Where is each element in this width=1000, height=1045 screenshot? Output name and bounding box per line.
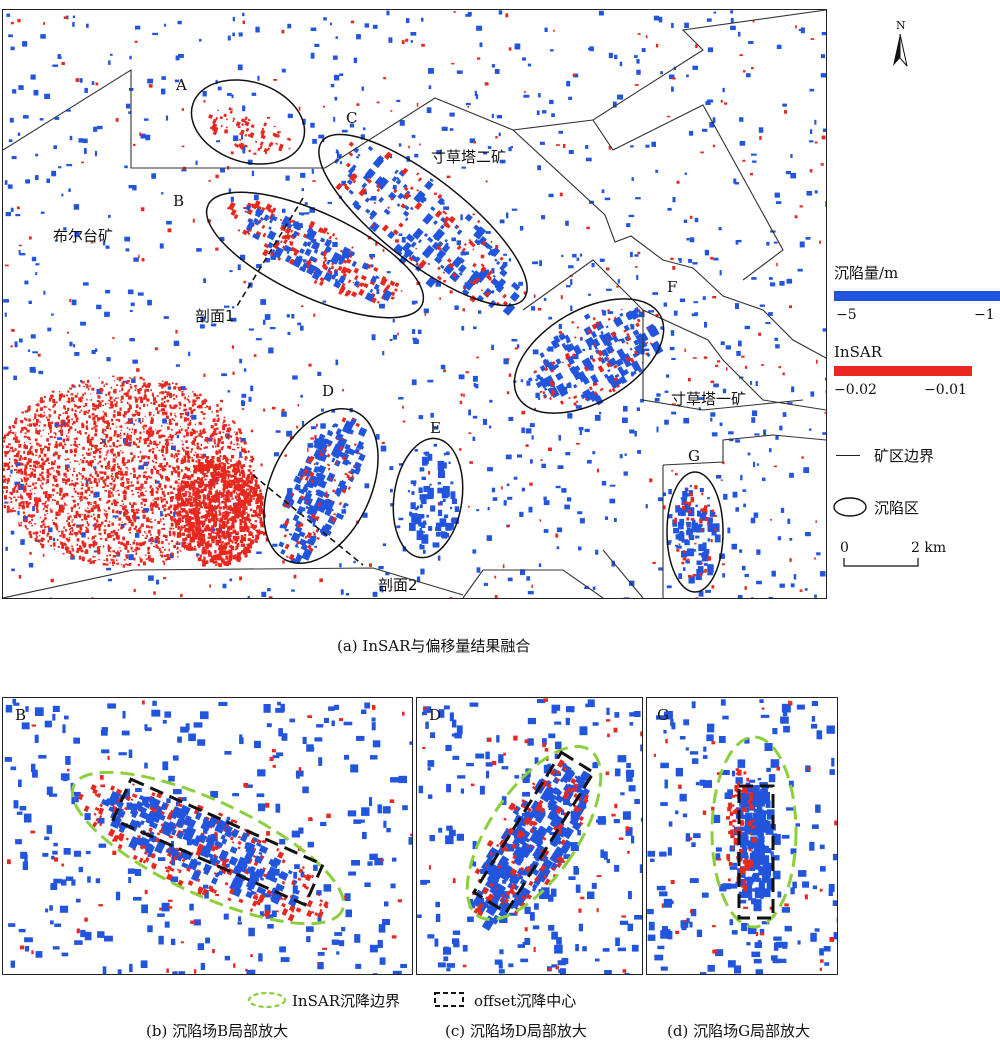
inset-d-canvas	[417, 698, 642, 974]
main-map-panel: A B C D E F G 布尔台矿 寸草塔二矿 寸草塔一矿 剖面1 剖面2 N	[2, 9, 827, 599]
scale-zero: 0	[840, 540, 849, 556]
inset-g-zone-offset	[734, 777, 781, 912]
legend-offset-min: −5	[836, 307, 857, 323]
legend-insar-title: InSAR	[834, 343, 882, 361]
zone-label-g: G	[688, 447, 700, 465]
zone-d-insar	[283, 417, 361, 561]
inset-panel-b: B	[2, 697, 413, 975]
mine-boundary-lines	[3, 10, 826, 598]
caption-a: (a) InSAR与偏移量结果融合	[337, 637, 531, 655]
inset-panel-g: G	[646, 697, 838, 975]
insar-dense-region-southwest	[3, 375, 255, 568]
profile-label-1: 剖面1	[195, 307, 235, 325]
zone-label-f: F	[667, 278, 678, 296]
zone-label-b: B	[173, 192, 185, 210]
profile-label-2: 剖面2	[378, 576, 418, 594]
inset-b-insar-boundary	[70, 770, 346, 926]
insar-dense-core	[173, 455, 266, 567]
inset-d-offset	[417, 699, 642, 974]
inset-b-insar	[7, 700, 412, 974]
mine-label-cuncaota1: 寸草塔一矿	[671, 390, 747, 408]
mine-label-buertai: 布尔台矿	[53, 227, 114, 245]
profile-lines	[236, 197, 364, 566]
main-map-canvas	[3, 10, 826, 598]
zone-b-offset	[244, 204, 393, 302]
inset-b-canvas	[4, 698, 412, 974]
mine-label-cuncaota2: 寸草塔二矿	[431, 148, 507, 166]
caption-d: (d) 沉陷场G局部放大	[667, 1022, 811, 1040]
subsidence-zone-ellipses	[190, 79, 724, 593]
caption-b: (b) 沉陷场B局部放大	[146, 1022, 289, 1040]
inset-g-canvas	[647, 699, 837, 974]
zone-c-insar	[335, 141, 509, 306]
legend-zone-label: 沉陷区	[874, 499, 920, 517]
legend-boundary-label: 矿区边界	[874, 447, 935, 465]
zone-g-insar	[674, 485, 717, 578]
zone-c-offset	[333, 145, 521, 316]
caption-c: (c) 沉陷场D局部放大	[445, 1022, 587, 1040]
legend-offset-title: 沉陷量/m	[834, 264, 899, 282]
legend-green-swatch	[247, 991, 287, 1009]
legend-insar-min: −0.02	[834, 382, 877, 398]
inset-b-label: B	[15, 706, 27, 724]
legend-green-label: InSAR沉降边界	[292, 992, 400, 1010]
scale-bar	[843, 558, 919, 567]
scale-end: 2 km	[911, 540, 947, 556]
zone-e-offset	[409, 443, 460, 554]
inset-d-insar-boundary	[465, 745, 603, 921]
zone-label-e: E	[430, 419, 441, 437]
legend-boundary-swatch	[836, 455, 860, 457]
inset-d-offset-center	[471, 750, 596, 915]
inset-g-label: G	[657, 706, 669, 724]
zone-f-insar	[533, 308, 653, 407]
zone-a-insar	[208, 106, 292, 155]
legend-insar-bar	[834, 366, 972, 376]
inset-d-label: D	[429, 706, 442, 724]
zone-label-d: D	[322, 382, 335, 400]
inset-g-offset-center	[737, 784, 775, 920]
zone-g-offset	[672, 484, 721, 584]
legend-offset-bar	[834, 291, 1000, 301]
inset-panel-d: D	[416, 697, 643, 975]
north-arrow-icon	[893, 33, 908, 67]
legend-black-label: offset沉降中心	[474, 992, 577, 1010]
zone-f-offset	[527, 306, 664, 406]
legend-offset-max: −1	[974, 307, 995, 323]
legend-insar-max: −0.01	[924, 382, 967, 398]
north-label: N	[896, 19, 906, 32]
zone-label-a: A	[176, 76, 187, 94]
inset-b-offset-center	[111, 777, 325, 907]
inset-g-insar-boundary	[710, 735, 798, 929]
legend-black-swatch	[434, 992, 464, 1007]
legend-zone-swatch	[833, 497, 867, 517]
zone-label-c: C	[346, 109, 358, 127]
